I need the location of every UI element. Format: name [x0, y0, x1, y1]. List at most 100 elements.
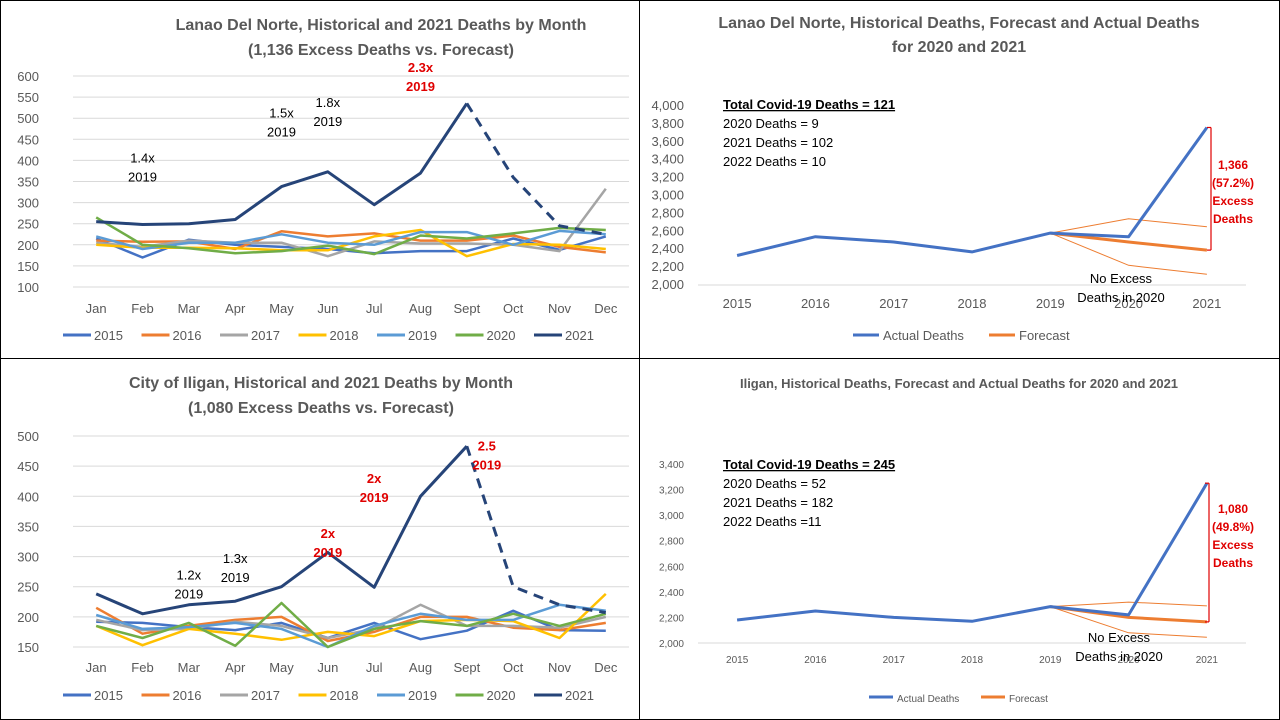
iligan-forecast-chart: Iligan, Historical Deaths, Forecast and …	[659, 376, 1254, 705]
x-tick-label: Aug	[409, 301, 432, 316]
legend-label-forecast: Forecast	[1019, 328, 1070, 343]
lanao-monthly-chart-panel: Lanao Del Norte, Historical and 2021 Dea…	[0, 0, 641, 360]
y-tick-label: 2,400	[651, 241, 684, 256]
no-excess-label: Deaths in 2020	[1077, 290, 1164, 305]
x-tick-label: Sept	[453, 660, 480, 675]
y-tick-label: 2,600	[659, 562, 684, 573]
x-tick-label: Oct	[503, 660, 524, 675]
y-tick-label: 500	[17, 111, 39, 126]
y-tick-label: 3,800	[651, 116, 684, 131]
lanao-forecast-chart: Lanao Del Norte, Historical Deaths, Fore…	[651, 15, 1254, 343]
no-excess-label: No Excess	[1088, 630, 1151, 645]
annotation-label: 2019	[221, 570, 250, 585]
forecast-upper-bound	[1050, 218, 1207, 234]
y-tick-label: 500	[17, 429, 39, 444]
y-tick-label: 400	[17, 489, 39, 504]
annotation-label: 2.5	[478, 438, 496, 453]
annotation-label: 1.4x	[130, 151, 155, 166]
y-tick-label: 3,200	[659, 486, 684, 497]
legend-label-2018: 2018	[330, 688, 359, 703]
x-tick-label: Mar	[178, 301, 201, 316]
annotation-label: 2019	[360, 490, 389, 505]
chart-title: (1,136 Excess Deaths vs. Forecast)	[248, 42, 514, 59]
x-tick-label: Sept	[453, 301, 480, 316]
annotation-label: 2019	[267, 124, 296, 139]
series-line-2018	[95, 592, 607, 647]
x-tick-label: 2020	[1117, 655, 1140, 666]
no-excess-label: No Excess	[1090, 271, 1153, 286]
excess-deaths-label: Deaths	[1213, 212, 1253, 226]
legend-label-2019: 2019	[408, 328, 437, 343]
y-tick-label: 3,400	[651, 152, 684, 167]
y-tick-label: 400	[17, 153, 39, 168]
y-tick-label: 4,000	[651, 98, 684, 113]
x-tick-label: Apr	[225, 301, 246, 316]
chart-title: City of Iligan, Historical and 2021 Deat…	[129, 375, 513, 392]
covid-year-deaths-label: 2021 Deaths = 102	[723, 135, 833, 150]
forecast-lower-bound	[1050, 232, 1207, 275]
series-line-actual-deaths	[736, 482, 1209, 623]
legend-label-2019: 2019	[408, 688, 437, 703]
x-tick-label: 2019	[1036, 296, 1065, 311]
legend-label-2021: 2021	[565, 688, 594, 703]
series-line-2019	[95, 603, 606, 649]
x-tick-label: 2015	[723, 296, 752, 311]
x-tick-label: 2018	[961, 655, 984, 666]
x-tick-label: Oct	[503, 301, 524, 316]
y-tick-label: 2,800	[659, 537, 684, 548]
y-tick-label: 2,000	[659, 639, 684, 650]
legend-label-forecast: Forecast	[1009, 694, 1048, 705]
x-tick-label: 2017	[879, 296, 908, 311]
x-tick-label: Jan	[86, 301, 107, 316]
covid-year-deaths-label: 2021 Deaths = 182	[723, 495, 833, 510]
x-tick-label: 2019	[1039, 655, 1062, 666]
annotation-label: 1.5x	[269, 105, 294, 120]
x-tick-label: Jun	[317, 660, 338, 675]
y-tick-label: 150	[17, 259, 39, 274]
annotation-label: 1.2x	[177, 567, 202, 582]
annotation-label: 2019	[174, 586, 203, 601]
series-line-2021	[95, 445, 468, 616]
series-line-forecast	[1050, 231, 1208, 252]
annotation-label: 2x	[367, 471, 382, 486]
legend-label-2020: 2020	[487, 688, 516, 703]
y-tick-label: 3,000	[659, 511, 684, 522]
x-tick-label: 2015	[726, 655, 749, 666]
x-tick-label: Apr	[225, 660, 246, 675]
legend-label-2020: 2020	[487, 328, 516, 343]
excess-deaths-label: (57.2%)	[1212, 176, 1254, 190]
chart-title: Lanao Del Norte, Historical Deaths, Fore…	[718, 15, 1199, 32]
x-tick-label: Feb	[131, 660, 153, 675]
y-tick-label: 200	[17, 610, 39, 625]
y-tick-label: 2,600	[651, 223, 684, 238]
series-line-2021-dashed	[465, 102, 607, 236]
iligan-monthly-chart: City of Iligan, Historical and 2021 Deat…	[17, 375, 629, 703]
covid-year-deaths-label: 2022 Deaths =11	[723, 514, 821, 529]
excess-deaths-label: Deaths	[1213, 556, 1253, 570]
covid-total-label: Total Covid-19 Deaths = 245	[723, 457, 895, 472]
x-tick-label: May	[269, 660, 294, 675]
chart-title: (1,080 Excess Deaths vs. Forecast)	[188, 400, 454, 417]
y-tick-label: 2,800	[651, 205, 684, 220]
x-tick-label: 2017	[883, 655, 906, 666]
annotation-label: 2019	[406, 79, 435, 94]
lanao-forecast-chart-panel: Lanao Del Norte, Historical Deaths, Fore…	[639, 0, 1280, 360]
legend-label-2015: 2015	[94, 688, 123, 703]
y-tick-label: 3,400	[659, 460, 684, 471]
series-line-2021	[96, 102, 469, 226]
x-tick-label: Nov	[548, 660, 572, 675]
x-tick-label: 2021	[1192, 296, 1221, 311]
covid-year-deaths-label: 2020 Deaths = 9	[723, 116, 819, 131]
series-line-2021-dashed	[465, 445, 607, 615]
series-line-2020	[95, 216, 606, 256]
chart-title: Iligan, Historical Deaths, Forecast and …	[740, 376, 1178, 391]
y-tick-label: 2,200	[659, 613, 684, 624]
series-line-2020	[95, 601, 607, 649]
annotation-label: 2019	[313, 545, 342, 560]
x-tick-label: 2016	[804, 655, 827, 666]
x-tick-label: Nov	[548, 301, 572, 316]
y-tick-label: 3,200	[651, 170, 684, 185]
legend-label-2017: 2017	[251, 328, 280, 343]
y-tick-label: 250	[17, 580, 39, 595]
